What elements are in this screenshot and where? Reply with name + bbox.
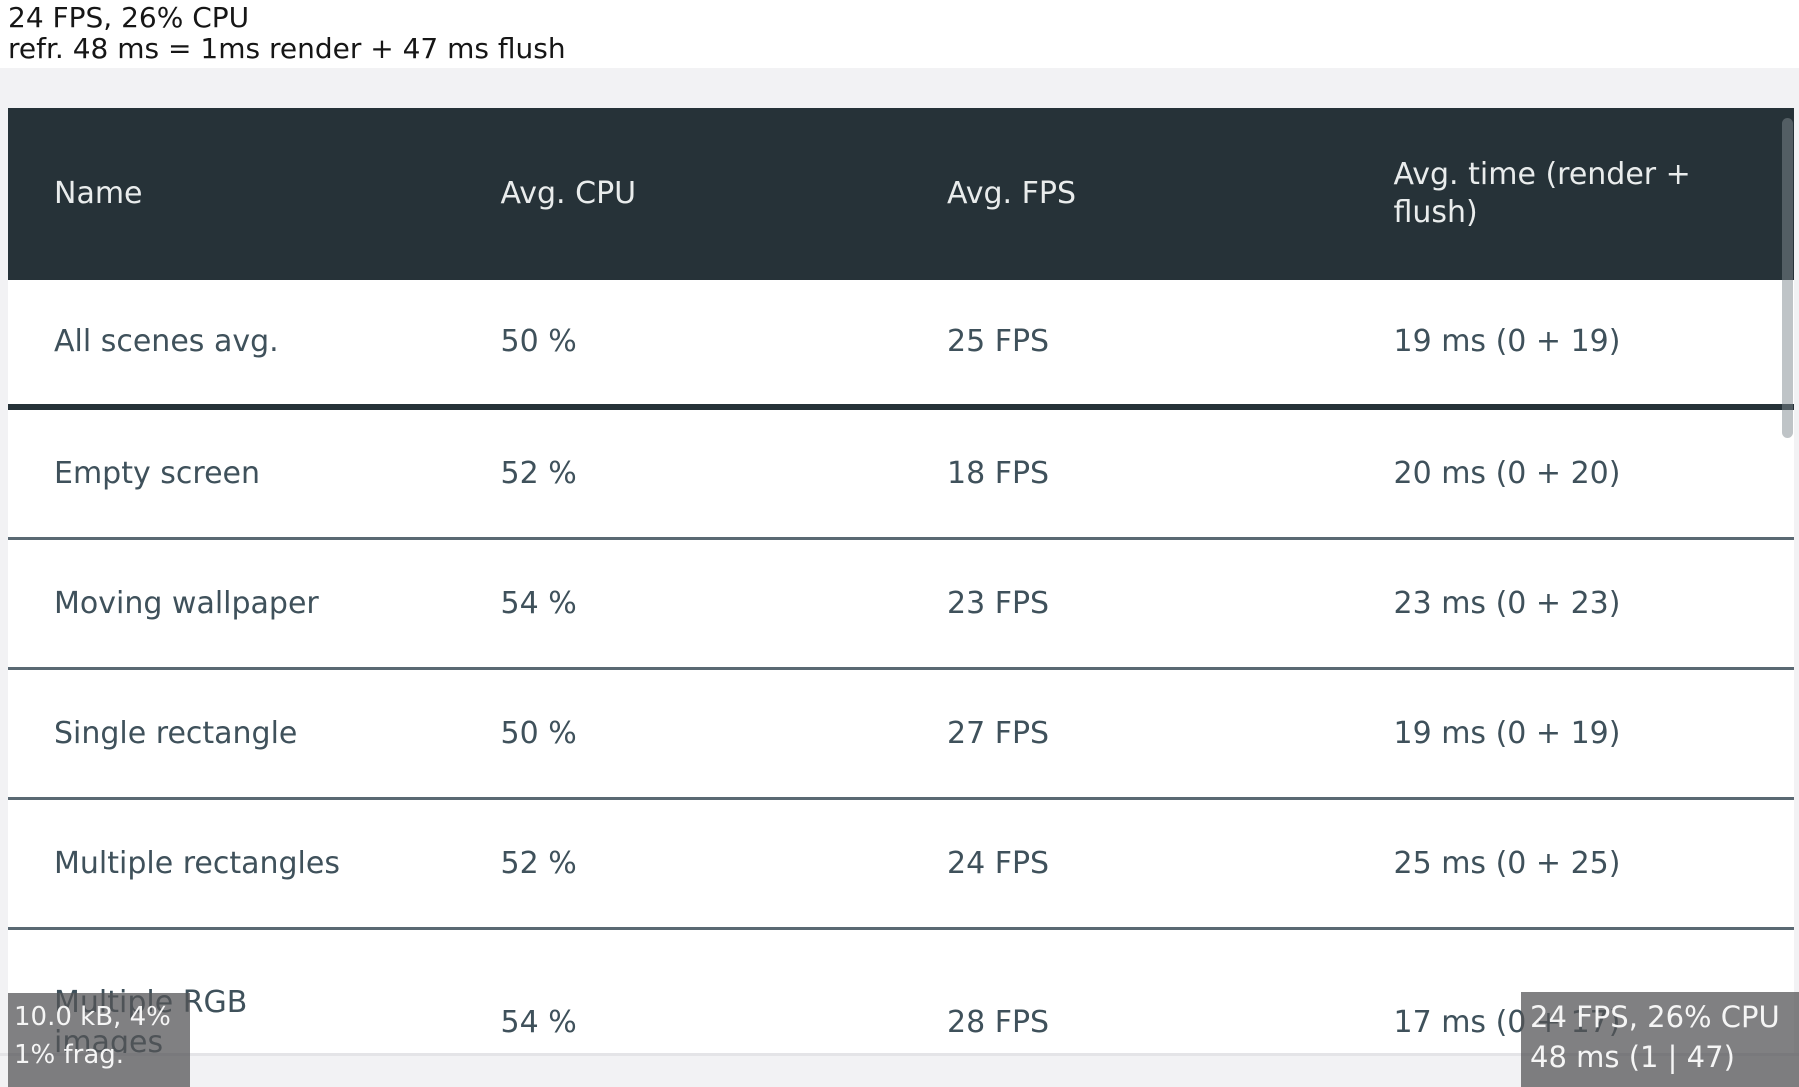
scrollbar-thumb[interactable] [1782, 118, 1793, 438]
table-row: All scenes avg. 50 % 25 FPS 19 ms (0 + 1… [8, 280, 1794, 410]
table-header-row: Name Avg. CPU Avg. FPS Avg. time (render… [8, 108, 1794, 280]
cell-name: All scenes avg. [54, 324, 279, 359]
table-row: Empty screen 52 % 18 FPS 20 ms (0 + 20) [8, 410, 1794, 540]
cell-avg-cpu: 54 % [500, 585, 577, 621]
cell-avg-time: 20 ms (0 + 20) [1393, 455, 1621, 491]
cell-avg-time: 19 ms (0 + 19) [1393, 715, 1621, 751]
header-cell-avg-time: Avg. time (render + flush) [1393, 157, 1691, 230]
cell-name: Single rectangle [54, 715, 298, 751]
cell-avg-cpu: 50 % [500, 324, 577, 359]
cell-avg-cpu: 52 % [500, 845, 577, 881]
header-cell-avg-cpu: Avg. CPU [500, 176, 637, 211]
cell-name: Moving wallpaper [54, 585, 319, 621]
cell-avg-time: 25 ms (0 + 25) [1393, 845, 1621, 881]
header-cell-avg-fps: Avg. FPS [947, 176, 1077, 211]
cell-avg-time: 23 ms (0 + 23) [1393, 585, 1621, 621]
table-body: All scenes avg. 50 % 25 FPS 19 ms (0 + 1… [8, 280, 1794, 1053]
cell-avg-cpu: 54 % [500, 1004, 577, 1040]
cell-avg-cpu: 52 % [500, 455, 577, 491]
top-status: 24 FPS, 26% CPU refr. 48 ms = 1ms render… [8, 2, 566, 64]
cell-avg-cpu: 50 % [500, 715, 577, 751]
perf-timing-text: 48 ms (1 | 47) [1530, 1040, 1735, 1074]
table-row: Moving wallpaper 54 % 23 FPS 23 ms (0 + … [8, 540, 1794, 670]
table-row: Multiple rectangles 52 % 24 FPS 25 ms (0… [8, 800, 1794, 930]
table-bottom-edge [0, 1053, 1799, 1056]
cell-avg-time: 19 ms (0 + 19) [1393, 324, 1621, 359]
header-cell-name: Name [54, 176, 143, 211]
cell-avg-fps: 24 FPS [947, 845, 1050, 881]
cell-avg-fps: 18 FPS [947, 455, 1050, 491]
table-row: Single rectangle 50 % 27 FPS 19 ms (0 + … [8, 670, 1794, 800]
cell-avg-fps: 28 FPS [947, 1004, 1050, 1040]
benchmark-results-table[interactable]: Name Avg. CPU Avg. FPS Avg. time (render… [8, 108, 1794, 1053]
top-status-fps-cpu: 24 FPS, 26% CPU [8, 1, 250, 34]
cell-avg-fps: 25 FPS [947, 324, 1050, 359]
memory-frag-text: 1% frag. [14, 1040, 125, 1070]
performance-monitor-overlay: 24 FPS, 26% CPU 48 ms (1 | 47) [1521, 992, 1799, 1087]
memory-usage-text: 10.0 kB, 4% [14, 1002, 171, 1032]
cell-avg-fps: 27 FPS [947, 715, 1050, 751]
cell-name: Multiple rectangles [54, 845, 340, 881]
memory-monitor-overlay: 10.0 kB, 4% 1% frag. [8, 993, 190, 1087]
cell-avg-fps: 23 FPS [947, 585, 1050, 621]
cell-name: Empty screen [54, 455, 261, 491]
top-status-refresh: refr. 48 ms = 1ms render + 47 ms flush [8, 32, 566, 65]
perf-fps-cpu-text: 24 FPS, 26% CPU [1530, 1000, 1780, 1034]
